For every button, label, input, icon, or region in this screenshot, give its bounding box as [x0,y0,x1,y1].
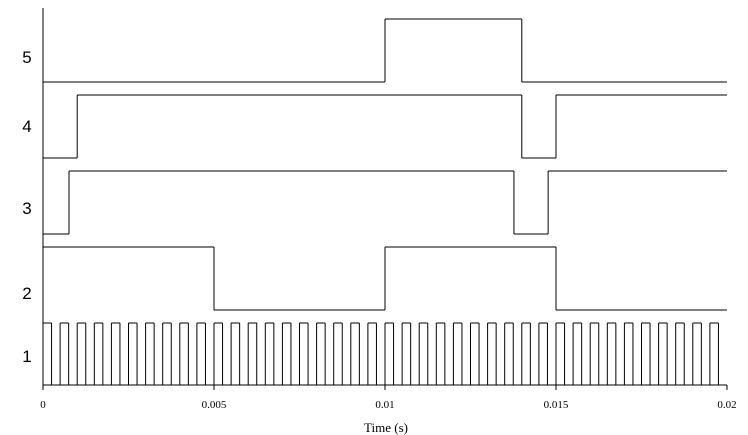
lane-label: 5 [22,48,31,67]
x-tick-label: 0.015 [544,399,569,411]
x-tick-label: 0.02 [717,399,736,411]
x-tick-label: 0.01 [375,399,394,411]
x-tick-label: 0.005 [202,399,227,411]
x-axis-label: Time (s) [364,420,408,435]
lane-label: 1 [22,347,31,366]
x-tick-label: 0 [40,399,46,411]
lane-label: 2 [22,284,31,303]
lane-label: 4 [22,117,31,136]
lane-label: 3 [22,199,31,218]
